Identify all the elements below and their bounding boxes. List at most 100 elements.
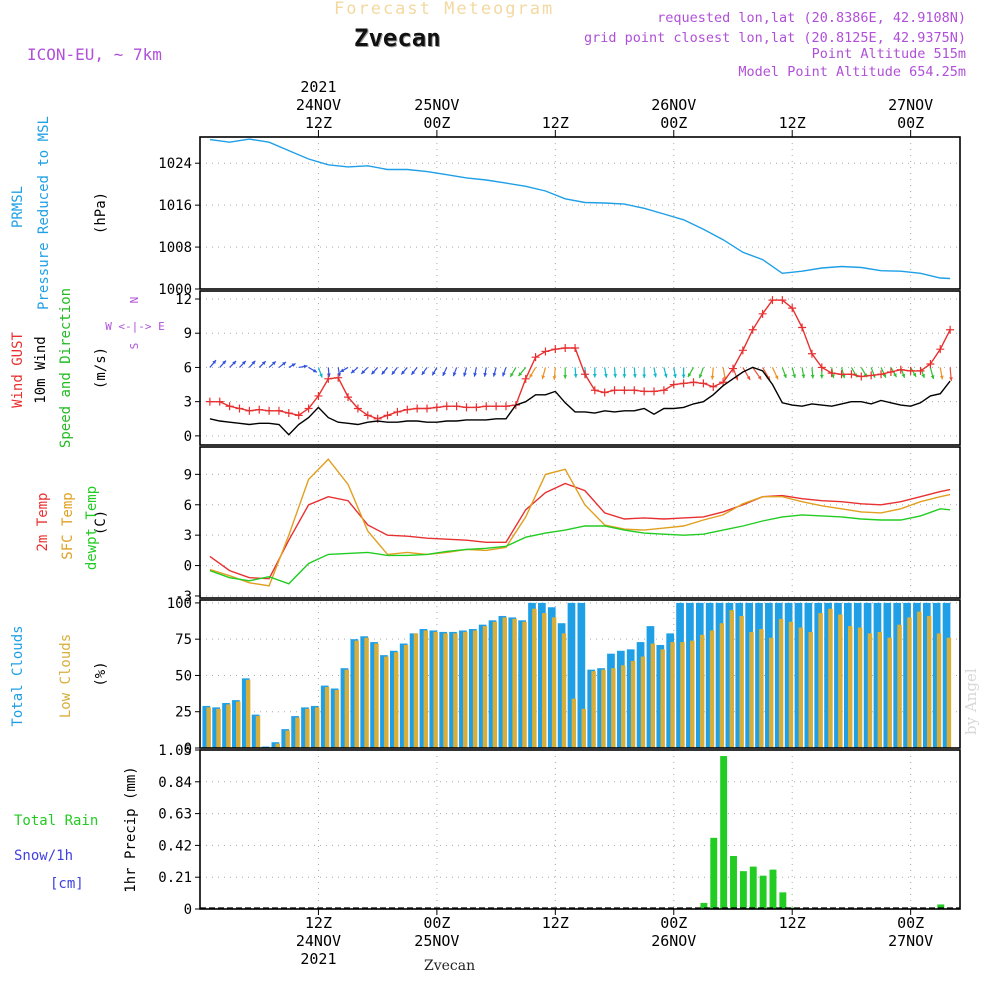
gust-marker xyxy=(304,404,313,413)
total-cloud-bar xyxy=(804,602,813,748)
direction-arrow-head xyxy=(291,363,296,367)
low-cloud-bar xyxy=(907,617,912,748)
low-cloud-bar xyxy=(374,643,379,748)
low-cloud-bar xyxy=(917,611,922,748)
direction-arrow-head xyxy=(592,374,597,378)
direction-arrow-head xyxy=(663,373,668,378)
low-cloud-bar xyxy=(808,631,813,748)
rain-bar xyxy=(710,837,718,909)
gust-marker xyxy=(788,304,797,313)
gust-marker xyxy=(827,369,836,378)
y-tick-label: 1000 xyxy=(158,282,192,298)
low-cloud-bar xyxy=(245,679,251,748)
label-total-rain: Total Rain xyxy=(14,813,98,829)
gust-marker xyxy=(442,402,451,411)
total-cloud-bar xyxy=(429,630,438,748)
gust-marker xyxy=(817,363,826,372)
low-cloud-bar xyxy=(285,730,290,748)
total-cloud-bar xyxy=(241,678,250,748)
panel-frame xyxy=(199,136,961,290)
gust-marker xyxy=(482,402,491,411)
gust-marker xyxy=(452,402,461,411)
gust-marker xyxy=(669,380,678,389)
direction-arrow-head xyxy=(722,376,727,381)
direction-arrow-head xyxy=(603,373,608,378)
label-wind-gust: Wind GUST xyxy=(10,332,26,408)
gust-marker xyxy=(393,407,402,416)
direction-arrow-head xyxy=(337,372,342,377)
low-cloud-bar xyxy=(739,615,744,748)
bottom-time-label: 12Z xyxy=(779,914,806,932)
direction-arrow-head xyxy=(622,374,627,378)
low-cloud-bar xyxy=(463,631,468,748)
direction-arrow-head xyxy=(746,375,751,380)
label-pressure-msl: Pressure Reduced to MSL xyxy=(36,116,52,310)
direction-arrow-head xyxy=(261,361,266,365)
direction-arrow-head xyxy=(783,374,787,378)
label-prmsl: PRMSL xyxy=(10,186,26,228)
low-cloud-bar xyxy=(601,669,606,748)
y-tick-label: 6 xyxy=(184,498,192,514)
y-tick-label: 1008 xyxy=(158,240,192,256)
y-tick-label: 3 xyxy=(184,528,192,544)
y-tick-label: 0.63 xyxy=(158,807,192,823)
label-snow: Snow/1h xyxy=(14,848,73,864)
low-cloud-bar xyxy=(867,633,873,748)
top-time-label: 12Z xyxy=(779,114,806,132)
total-cloud-bar xyxy=(587,669,596,748)
gust-marker xyxy=(265,406,274,415)
gust-marker xyxy=(896,365,905,374)
gust-marker xyxy=(432,403,441,412)
total-cloud-bar xyxy=(843,602,852,748)
direction-arrow-head xyxy=(473,372,478,377)
direction-arrow-head xyxy=(492,372,497,377)
low-cloud-bar xyxy=(364,637,369,748)
panel-precipitation xyxy=(195,749,961,910)
direction-arrow-head xyxy=(710,375,715,380)
total-cloud-bar xyxy=(291,716,299,748)
total-cloud-bar xyxy=(883,602,892,748)
direction-arrow-head xyxy=(340,368,345,372)
low-cloud-bar xyxy=(502,617,507,748)
direction-arrow-head xyxy=(251,360,256,365)
total-cloud-bar xyxy=(389,650,398,748)
direction-arrow-head xyxy=(810,374,815,379)
gust-marker xyxy=(807,349,816,358)
direction-arrow-head xyxy=(563,375,568,379)
low-cloud-bar xyxy=(650,643,656,748)
direction-arrow-head xyxy=(819,374,824,379)
top-time-label: 25NOV xyxy=(414,96,459,114)
low-cloud-bar xyxy=(226,704,231,748)
total-cloud-bar xyxy=(518,620,526,748)
model-label: ICON-EU, ~ 7km xyxy=(27,45,162,64)
direction-arrow-head xyxy=(698,374,703,379)
label-10m-wind: 10m Wind xyxy=(33,336,49,403)
low-cloud-bar xyxy=(443,633,448,748)
rain-bar xyxy=(937,904,945,909)
total-cloud-bar xyxy=(745,602,753,748)
gust-marker xyxy=(353,404,362,413)
low-cloud-bar xyxy=(492,621,498,748)
low-cloud-bar xyxy=(887,637,892,748)
y-tick-label: 9 xyxy=(184,326,192,342)
total-cloud-bar xyxy=(301,707,309,748)
y-tick-label: 1024 xyxy=(158,156,192,172)
total-cloud-bar xyxy=(834,602,842,748)
low-cloud-bar xyxy=(472,630,478,748)
direction-arrow-head xyxy=(681,374,686,379)
total-cloud-bar xyxy=(419,629,428,748)
low-cloud-bar xyxy=(423,630,429,748)
direction-arrow-head xyxy=(939,375,944,380)
low-cloud-bar xyxy=(344,669,350,748)
gust-marker xyxy=(837,370,846,379)
gust-marker xyxy=(630,386,639,395)
total-cloud-bar xyxy=(784,602,793,748)
bottom-time-label: 25NOV xyxy=(414,932,459,950)
gust-marker xyxy=(600,388,609,397)
direction-arrow-head xyxy=(841,374,846,379)
direction-arrow-head xyxy=(801,374,806,379)
low-cloud-bar xyxy=(275,743,280,748)
gust-marker xyxy=(946,325,955,334)
overtitle: Forecast Meteogram xyxy=(334,0,555,19)
gust-marker xyxy=(590,386,599,395)
